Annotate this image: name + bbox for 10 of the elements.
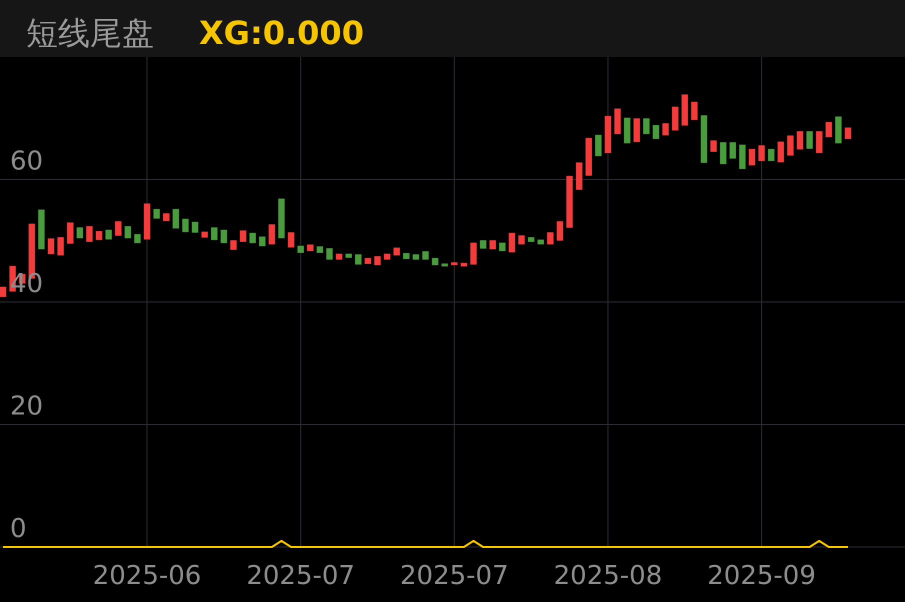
x-tick-label: 2025-07 xyxy=(400,561,509,591)
y-tick-label: 0 xyxy=(10,514,27,544)
x-tick-label: 2025-08 xyxy=(554,561,662,591)
x-tick-label: 2025-09 xyxy=(707,561,816,591)
chart-title: 短线尾盘 xyxy=(26,14,154,52)
y-tick-label: 20 xyxy=(10,392,44,422)
chart-subtitle: XG:0.000 xyxy=(199,14,364,52)
x-tick-label: 2025-07 xyxy=(246,561,355,591)
x-tick-label: 2025-06 xyxy=(92,561,202,591)
y-tick-label: 60 xyxy=(10,146,44,176)
